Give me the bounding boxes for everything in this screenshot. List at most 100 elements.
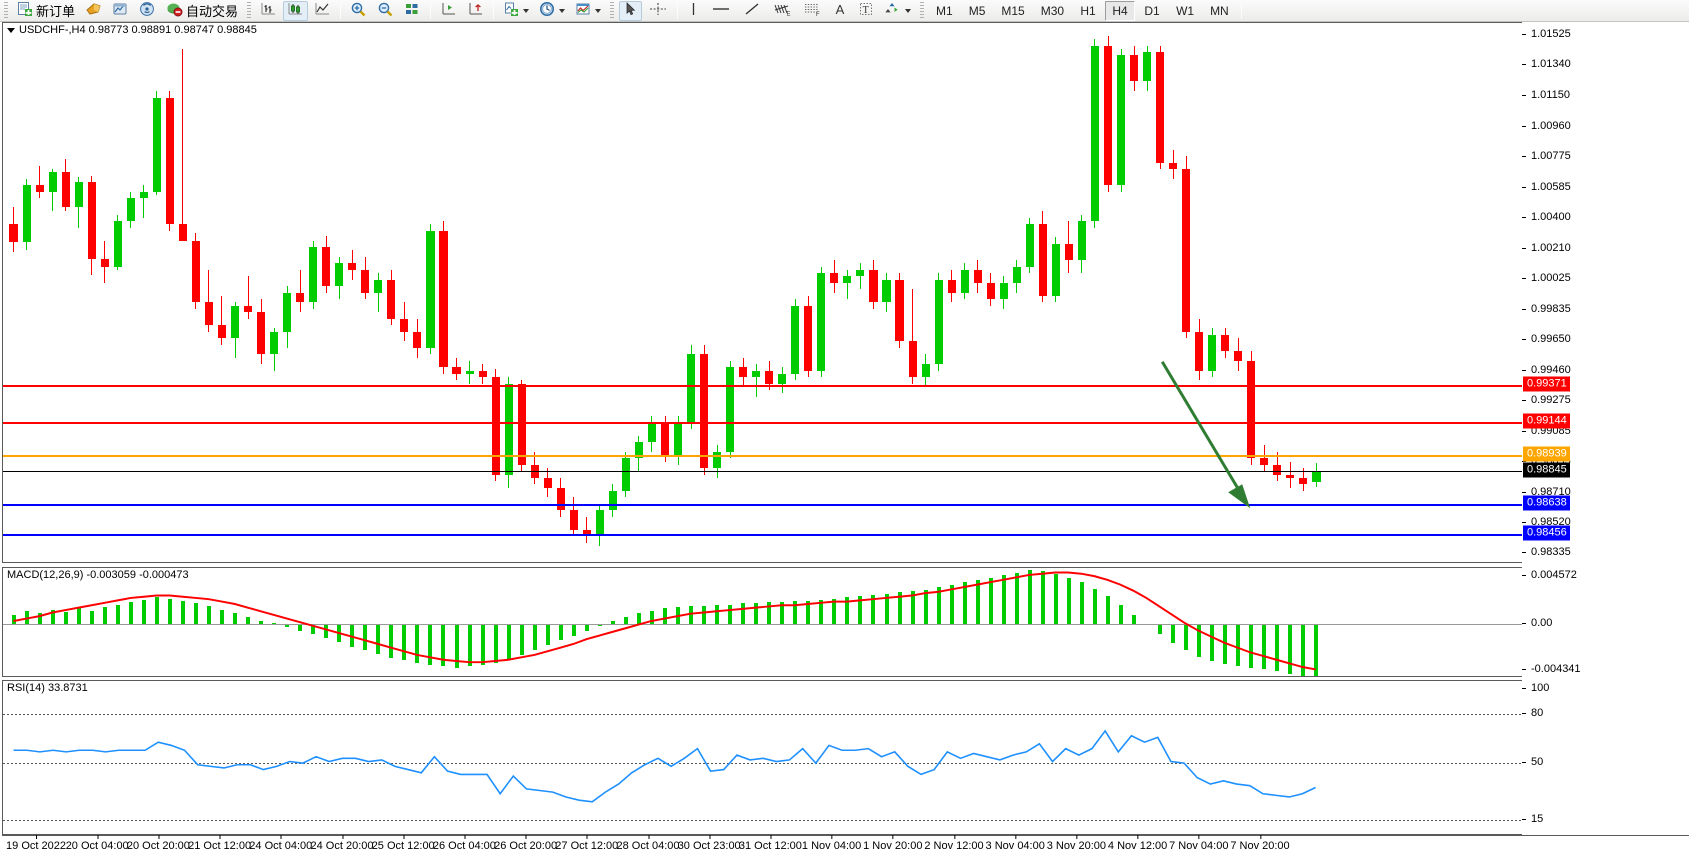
chevron-down-icon-4[interactable] [905,8,912,13]
zoom-out-icon [377,1,394,20]
time-tick: 26 Oct 20:00 [494,835,558,852]
auto-scroll-button[interactable] [463,1,488,21]
price-level-badge-support-2[interactable]: 0.98456 [1523,525,1570,541]
price-level-badge-pivot[interactable]: 0.98939 [1523,446,1570,462]
candle-wick [586,516,588,543]
rsi-tick: 15 [1522,813,1543,825]
tile-windows-button[interactable] [400,1,425,21]
price-tick: 0.98710 [1522,486,1571,498]
macd-histogram-bar [141,599,146,625]
macd-histogram-bar [154,597,159,625]
candle-body [973,269,982,283]
price-plot[interactable] [3,23,1522,562]
price-level-line-pivot[interactable] [3,455,1522,458]
macd-tick: 0.004572 [1522,569,1577,581]
candle-wick [846,269,848,300]
candle-body [1182,169,1191,332]
chart-area[interactable]: USDCHF-,H4 0.98773 0.98891 0.98747 0.988… [0,22,1689,860]
macd-scale[interactable]: 0.004572 0.00 -0.004341 [1522,567,1689,677]
macd-histogram-bar [441,624,446,667]
price-scale[interactable]: 1.01525 1.01340 1.01150 1.00960 1.00775 1.005… [1522,22,1689,563]
timeframe-button-m15[interactable]: M15 [1001,3,1025,18]
zoom-out-button[interactable] [373,1,398,21]
candle-body [947,279,956,293]
chart-shift-button[interactable] [436,1,461,21]
toolbar-grip-3[interactable] [610,2,615,19]
price-level-line-resistance-2[interactable] [3,422,1522,424]
candle-body [882,279,891,303]
candle-body [1038,224,1047,296]
time-tick: 24 Oct 04:00 [249,835,313,852]
fibonacci-button[interactable]: F [798,1,826,21]
templates-button[interactable] [571,1,605,21]
timeframe-button-d1[interactable]: D1 [1144,3,1160,18]
candle-body [139,191,148,199]
macd-histogram-bar [167,598,172,625]
timeframe-button-mn[interactable]: MN [1210,3,1229,18]
text-button[interactable]: A [828,1,852,21]
period-button[interactable] [535,1,569,21]
macd-plot[interactable] [3,568,1522,676]
chevron-down-icon[interactable] [523,8,530,13]
price-level-badge-current-price[interactable]: 0.98845 [1523,462,1570,478]
timeframe-button-m30[interactable]: M30 [1040,3,1065,18]
autotrading-label: 自动交易 [186,4,239,19]
line-chart-button[interactable] [310,1,335,21]
bar-chart-button[interactable] [256,1,281,21]
candle-body [244,305,253,313]
price-level-line-support-2[interactable] [3,533,1522,536]
candlestick-chart-button[interactable] [283,0,309,21]
cursor-button[interactable] [619,0,643,21]
candle-body [217,325,227,339]
price-chart-panel[interactable]: USDCHF-,H4 0.98773 0.98891 0.98747 0.988… [2,22,1522,563]
toolbar-grip-4[interactable] [920,2,925,19]
crosshair-button[interactable] [644,1,672,21]
shapes-button[interactable] [880,1,915,21]
elliott-wave-button[interactable]: E [768,1,796,21]
price-level-badge-resistance-1[interactable]: 0.99371 [1523,376,1570,392]
rsi-panel[interactable]: RSI(14) 33.8731 [2,680,1522,835]
macd-histogram-bar [663,608,667,625]
time-tick: 1 Nov 20:00 [863,835,923,852]
macd-histogram-bar [50,609,55,625]
price-level-line-support-1[interactable] [3,504,1522,507]
data-window-button[interactable] [108,1,133,21]
rsi-scale[interactable]: 100 80 50 15 [1522,680,1689,835]
candle-body [61,172,70,207]
expert-advisor-button[interactable] [81,1,106,21]
timeframe-button-m5[interactable]: M5 [968,3,986,18]
timeframe-button-w1[interactable]: W1 [1176,3,1195,18]
macd-histogram-bar [24,610,29,625]
toolbar-grip[interactable] [4,2,8,19]
macd-panel[interactable]: MACD(12,26,9) -0.003059 -0.000473 [2,567,1522,677]
timeframe-button-h1[interactable]: H1 [1080,3,1096,18]
toolbar-grip-2[interactable] [247,2,252,19]
data-window-icon [112,1,129,20]
time-axis[interactable]: 19 Oct 2022 20 Oct 04:00 20 Oct 20:00 21 Oc… [2,835,1689,860]
candle-body [387,279,396,319]
zoom-in-button[interactable] [346,1,371,21]
timeframe-button-h4[interactable]: H4 [1105,0,1136,21]
price-level-badge-resistance-2[interactable]: 0.99144 [1523,413,1570,429]
timeframe-button-m1[interactable]: M1 [936,3,953,18]
trendline-button[interactable] [738,1,766,21]
candle-body [152,97,161,192]
signals-button[interactable] [135,1,160,21]
symbol-dropdown-icon[interactable] [7,27,15,33]
symbol-label: USDCHF-,H4 0.98773 0.98891 0.98747 0.988… [7,24,257,36]
candle-body [752,370,761,378]
horizontal-line-button[interactable] [706,1,736,21]
indicators-button[interactable] [499,1,533,21]
vertical-line-button[interactable] [683,1,704,21]
rsi-plot[interactable] [3,681,1522,834]
chevron-down-icon-2[interactable] [559,8,566,13]
chevron-down-icon-3[interactable] [595,8,602,13]
price-level-line-resistance-1[interactable] [3,385,1522,388]
price-level-badge-support-1[interactable]: 0.98638 [1523,495,1570,511]
text-label-button[interactable]: T [854,1,878,21]
macd-histogram-bar [63,612,68,625]
candle-body [713,451,722,469]
autotrading-button[interactable]: 自动交易 [162,1,242,21]
new-order-button[interactable]: 新订单 [13,1,79,21]
price-level-line-current-price[interactable] [3,470,1522,472]
